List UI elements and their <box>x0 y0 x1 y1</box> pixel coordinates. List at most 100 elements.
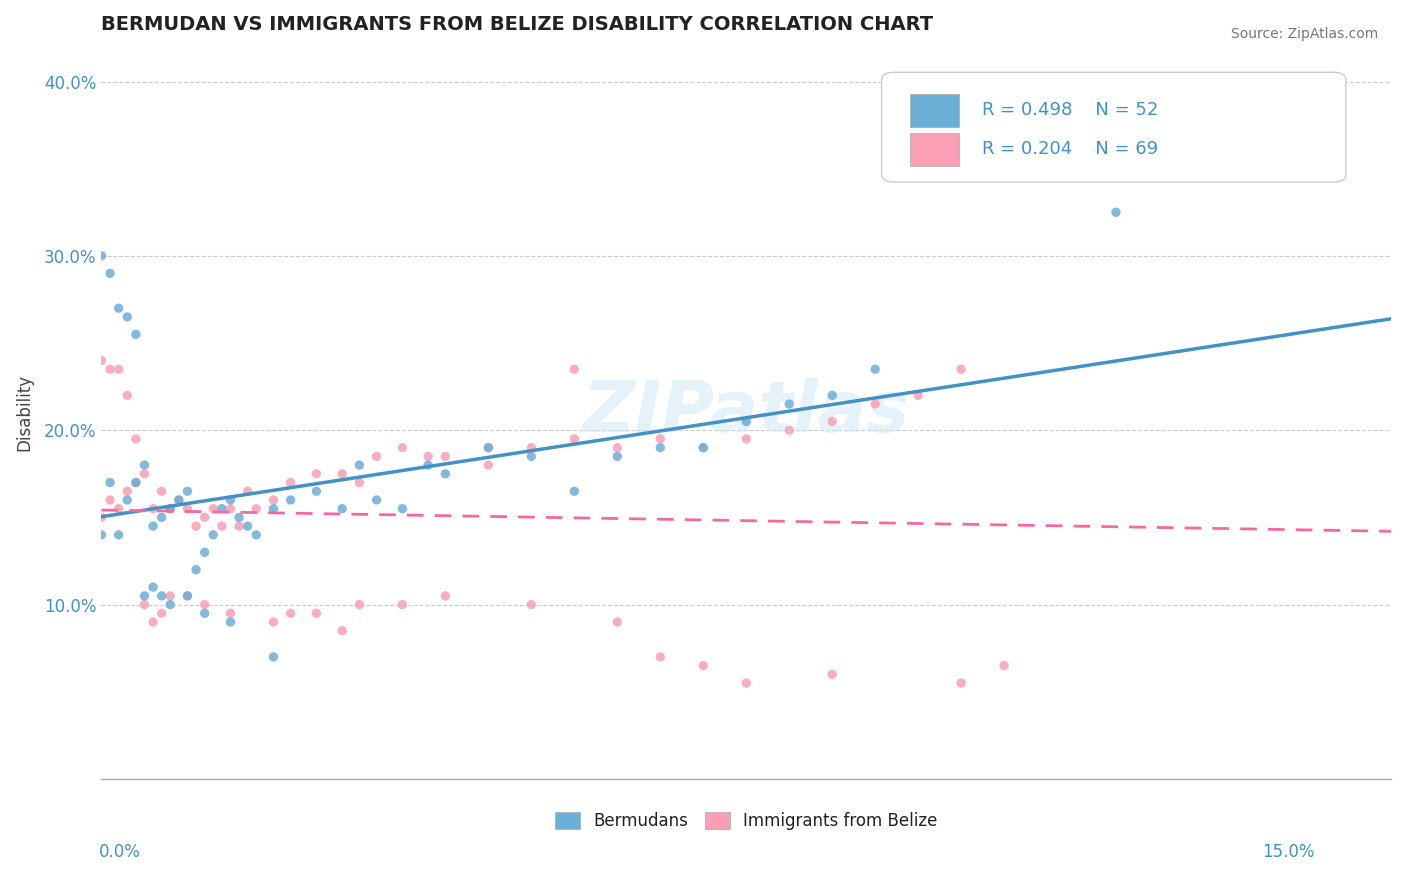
Point <box>907 388 929 402</box>
Point <box>305 607 328 621</box>
Y-axis label: Disability: Disability <box>15 375 32 451</box>
Point <box>391 598 413 612</box>
Point <box>176 589 198 603</box>
Point <box>520 598 543 612</box>
Point <box>950 676 973 690</box>
Point <box>1105 205 1128 219</box>
Point <box>107 301 129 315</box>
Point <box>142 580 165 594</box>
Point <box>98 475 121 490</box>
FancyBboxPatch shape <box>910 95 959 128</box>
Point <box>117 492 139 507</box>
Point <box>90 353 112 368</box>
FancyBboxPatch shape <box>910 133 959 166</box>
Point <box>245 501 267 516</box>
Point <box>125 475 148 490</box>
Point <box>821 667 844 681</box>
Point <box>98 362 121 376</box>
Point <box>778 397 800 411</box>
Point <box>562 484 585 499</box>
Point <box>692 441 714 455</box>
Text: R = 0.204    N = 69: R = 0.204 N = 69 <box>983 140 1159 158</box>
Point <box>366 492 388 507</box>
Point <box>219 501 242 516</box>
Point <box>167 492 190 507</box>
Point <box>366 450 388 464</box>
Text: Source: ZipAtlas.com: Source: ZipAtlas.com <box>1230 27 1378 41</box>
Point <box>107 362 129 376</box>
Point <box>330 467 353 481</box>
Point <box>735 432 758 446</box>
Point <box>262 649 284 664</box>
FancyBboxPatch shape <box>882 72 1346 182</box>
Point <box>134 467 156 481</box>
Point <box>176 484 198 499</box>
Point <box>98 492 121 507</box>
Point <box>202 501 225 516</box>
Point <box>391 441 413 455</box>
Point <box>150 607 173 621</box>
Point <box>650 432 672 446</box>
Point <box>125 475 148 490</box>
Text: 15.0%: 15.0% <box>1263 843 1315 861</box>
Text: 0.0%: 0.0% <box>98 843 141 861</box>
Point <box>305 484 328 499</box>
Point <box>194 598 217 612</box>
Point <box>330 501 353 516</box>
Point <box>692 441 714 455</box>
Point <box>280 492 302 507</box>
Point <box>117 310 139 324</box>
Point <box>150 510 173 524</box>
Point <box>418 450 440 464</box>
Point <box>606 450 628 464</box>
Point <box>993 658 1015 673</box>
Point <box>159 501 181 516</box>
Text: R = 0.498    N = 52: R = 0.498 N = 52 <box>983 102 1159 120</box>
Point <box>142 519 165 533</box>
Point <box>950 362 973 376</box>
Point <box>98 266 121 280</box>
Point <box>219 615 242 629</box>
Point <box>280 475 302 490</box>
Point <box>245 528 267 542</box>
Point <box>650 649 672 664</box>
Point <box>821 415 844 429</box>
Point <box>562 362 585 376</box>
Point <box>142 501 165 516</box>
Point <box>562 432 585 446</box>
Point <box>735 415 758 429</box>
Point <box>134 458 156 472</box>
Point <box>202 528 225 542</box>
Point <box>434 467 457 481</box>
Point <box>150 484 173 499</box>
Point <box>735 676 758 690</box>
Point <box>262 492 284 507</box>
Point <box>159 589 181 603</box>
Point <box>90 528 112 542</box>
Point <box>477 441 499 455</box>
Point <box>90 249 112 263</box>
Point <box>176 589 198 603</box>
Point <box>211 501 233 516</box>
Point <box>134 598 156 612</box>
Point <box>349 598 371 612</box>
Point <box>821 388 844 402</box>
Point <box>194 545 217 559</box>
Point <box>606 615 628 629</box>
Point <box>194 510 217 524</box>
Point <box>330 624 353 638</box>
Point <box>211 519 233 533</box>
Point <box>142 615 165 629</box>
Point <box>236 484 259 499</box>
Legend: Bermudans, Immigrants from Belize: Bermudans, Immigrants from Belize <box>548 805 945 837</box>
Point <box>194 607 217 621</box>
Point <box>692 658 714 673</box>
Point <box>219 492 242 507</box>
Point <box>184 563 207 577</box>
Point <box>262 501 284 516</box>
Point <box>159 598 181 612</box>
Point <box>434 450 457 464</box>
Point <box>107 528 129 542</box>
Point <box>219 607 242 621</box>
Point <box>125 327 148 342</box>
